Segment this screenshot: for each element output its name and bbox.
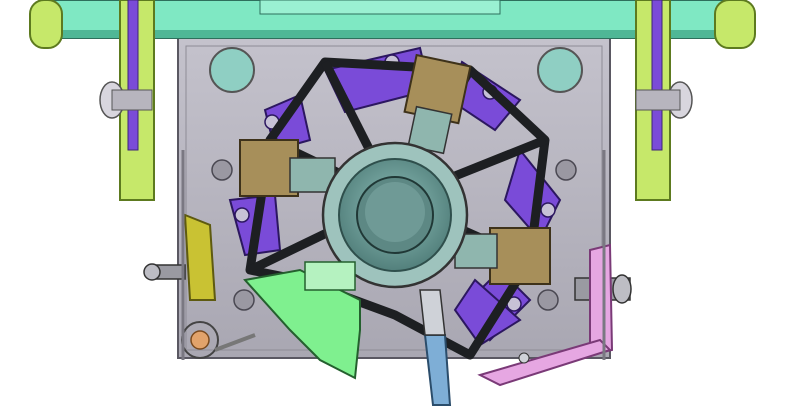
blue-rod	[419, 289, 452, 406]
top-mounting-bar	[47, 0, 739, 39]
brush-top	[403, 53, 472, 155]
guide-rods	[181, 150, 606, 360]
brush-left	[239, 139, 336, 197]
right-side-arm	[635, 0, 756, 201]
plate-boss-right	[537, 47, 583, 93]
left-side-arm	[29, 0, 155, 201]
plate-boss-left	[209, 47, 255, 93]
left-bolt	[143, 263, 186, 281]
green-lower-part	[243, 261, 361, 380]
plate-holes	[211, 159, 577, 311]
yellow-bracket	[183, 213, 217, 301]
commutator	[321, 141, 469, 289]
